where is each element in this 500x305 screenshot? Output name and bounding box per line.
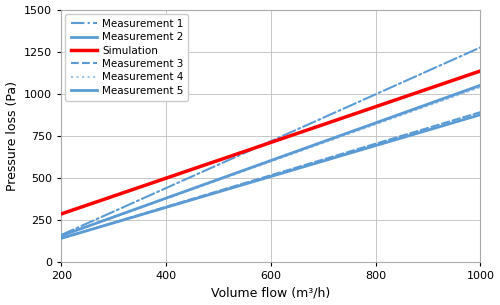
Measurement 5 bbox=[306, 163, 312, 167]
Measurement 5 bbox=[438, 124, 444, 128]
Line: Measurement 4: Measurement 4 bbox=[62, 87, 480, 236]
Measurement 2 bbox=[60, 233, 66, 237]
Measurement 3 bbox=[438, 122, 444, 126]
Measurement 5 bbox=[412, 132, 418, 136]
Measurement 4 bbox=[308, 145, 314, 149]
Measurement 4 bbox=[58, 234, 64, 238]
Measurement 4 bbox=[315, 143, 321, 146]
Line: Measurement 5: Measurement 5 bbox=[62, 115, 480, 238]
Measurement 2 bbox=[412, 107, 418, 111]
Measurement 5 bbox=[315, 161, 321, 164]
Measurement 1 bbox=[58, 233, 64, 237]
Measurement 1 bbox=[412, 75, 418, 79]
Measurement 3 bbox=[412, 130, 418, 134]
Line: Measurement 2: Measurement 2 bbox=[62, 85, 480, 236]
Simulation bbox=[478, 69, 484, 73]
Measurement 2 bbox=[438, 98, 444, 101]
Measurement 3 bbox=[58, 236, 64, 240]
Simulation bbox=[60, 212, 66, 215]
Measurement 3 bbox=[306, 162, 312, 166]
Measurement 2 bbox=[308, 144, 314, 148]
Measurement 2 bbox=[478, 83, 484, 87]
Y-axis label: Pressure loss (Pa): Pressure loss (Pa) bbox=[6, 81, 18, 191]
Measurement 4 bbox=[438, 99, 444, 103]
Legend: Measurement 1, Measurement 2, Simulation, Measurement 3, Measurement 4, Measurem: Measurement 1, Measurement 2, Simulation… bbox=[66, 14, 188, 101]
Measurement 2 bbox=[58, 234, 64, 238]
Simulation bbox=[306, 127, 312, 131]
Measurement 4 bbox=[306, 146, 312, 149]
Measurement 4 bbox=[412, 109, 418, 112]
Measurement 1 bbox=[308, 121, 314, 125]
Simulation bbox=[315, 124, 321, 128]
Simulation bbox=[58, 212, 64, 216]
Measurement 3 bbox=[478, 110, 484, 114]
Measurement 1 bbox=[315, 118, 321, 122]
Simulation bbox=[438, 83, 444, 86]
Line: Simulation: Simulation bbox=[62, 71, 480, 214]
Measurement 1 bbox=[306, 122, 312, 126]
Measurement 1 bbox=[478, 45, 484, 49]
Measurement 3 bbox=[60, 236, 66, 240]
Measurement 3 bbox=[315, 159, 321, 163]
Measurement 2 bbox=[306, 145, 312, 149]
Measurement 3 bbox=[308, 161, 314, 165]
Simulation bbox=[308, 127, 314, 131]
Measurement 5 bbox=[58, 236, 64, 240]
Measurement 5 bbox=[308, 163, 314, 167]
Measurement 1 bbox=[60, 232, 66, 236]
Measurement 1 bbox=[438, 63, 444, 67]
Measurement 4 bbox=[478, 85, 484, 89]
Line: Measurement 3: Measurement 3 bbox=[62, 112, 480, 238]
Measurement 5 bbox=[478, 113, 484, 117]
Measurement 4 bbox=[60, 233, 66, 237]
Measurement 2 bbox=[315, 142, 321, 145]
Measurement 5 bbox=[60, 236, 66, 240]
Simulation bbox=[412, 92, 418, 95]
X-axis label: Volume flow (m³/h): Volume flow (m³/h) bbox=[211, 286, 330, 300]
Line: Measurement 1: Measurement 1 bbox=[62, 47, 480, 235]
